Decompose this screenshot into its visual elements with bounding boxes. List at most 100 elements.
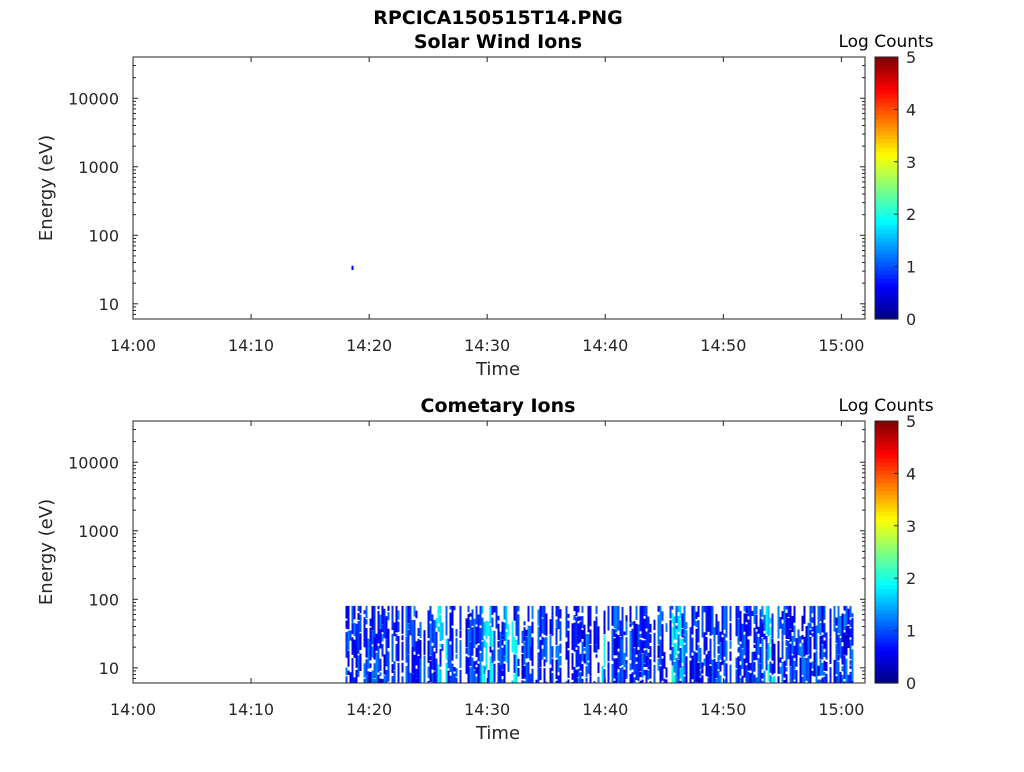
xlabel-solar-wind: Time — [475, 359, 520, 380]
spectrogram-cell — [811, 661, 814, 669]
spectrogram-cell — [427, 680, 430, 683]
spectrogram-cell — [559, 609, 562, 619]
spectrogram-cell — [377, 645, 380, 673]
spectrogram-cell — [515, 605, 518, 636]
spectrogram-cell — [537, 626, 540, 632]
spectrogram-cell — [713, 627, 716, 658]
colorbar-segment — [875, 556, 898, 561]
spectrogram-cell — [557, 675, 560, 683]
spectrogram-cell — [819, 605, 822, 622]
spectrogram-cell — [749, 663, 752, 671]
spectrogram-cell — [365, 675, 368, 683]
spectrogram-cell — [631, 672, 634, 683]
spectrogram-cell — [495, 605, 498, 629]
spectrogram-cell — [743, 634, 746, 656]
spectrogram-cell — [613, 629, 616, 637]
spectrogram-cell — [617, 672, 620, 683]
spectrogram-cell — [571, 673, 574, 680]
spectrogram-cell — [825, 673, 828, 683]
spectrogram-cell — [369, 618, 372, 627]
spectrogram-cell — [799, 636, 802, 644]
spectrogram-cell — [497, 615, 500, 621]
spectrogram-cell — [751, 610, 754, 616]
spectrogram-cell — [625, 637, 628, 657]
spectrogram-cell — [587, 634, 590, 661]
spectrogram-cell — [851, 617, 854, 646]
spectrogram-cell — [785, 647, 788, 666]
spectrogram-cell — [435, 658, 438, 683]
spectrogram-cell — [475, 660, 478, 665]
colorbar-segment — [875, 506, 898, 512]
spectrogram-cell — [841, 674, 844, 683]
spectrogram-cell — [515, 639, 518, 654]
spectrogram-cell — [595, 616, 598, 645]
spectrogram-cell — [439, 643, 442, 648]
colorbar-segment — [875, 257, 898, 263]
spectrogram-cell — [787, 640, 790, 660]
spectrogram-cell — [839, 671, 842, 683]
spectrogram-cell — [825, 661, 828, 672]
spectrogram-cell — [449, 644, 452, 672]
spectrogram-cell — [737, 605, 740, 619]
spectrogram-cell — [671, 613, 674, 624]
spectrogram-cell — [835, 627, 838, 643]
spectrogram-cell — [383, 675, 386, 683]
x-tick-label: 14:40 — [582, 700, 628, 719]
spectrogram-cell — [453, 605, 456, 611]
spectrogram-cell — [529, 625, 532, 647]
spectrogram-cell — [531, 621, 534, 634]
spectrogram-cell — [431, 645, 434, 670]
spectrogram-cell — [345, 620, 348, 629]
spectrogram-cell — [505, 605, 508, 630]
spectrogram-cell — [647, 670, 650, 680]
spectrogram-cell — [391, 664, 394, 673]
spectrogram-cell — [615, 633, 618, 656]
spectrogram-cell — [537, 609, 540, 626]
spectrogram-cell — [683, 676, 686, 683]
spectrogram-cell — [793, 681, 796, 683]
x-tick-label: 14:50 — [700, 700, 746, 719]
panel-title-solar-wind: Solar Wind Ions — [414, 31, 582, 53]
spectrogram-cell — [763, 614, 766, 631]
colorbar-segment — [875, 470, 898, 475]
colorbar-segment — [875, 621, 898, 627]
spectrogram-cell — [837, 654, 840, 661]
spectrogram-cell — [821, 677, 824, 683]
spectrogram-cell — [637, 624, 640, 647]
spectrogram-cell — [419, 658, 422, 683]
spectrogram-cell — [481, 641, 484, 662]
colorbar-segment — [875, 519, 898, 524]
spectrogram-cell — [347, 670, 350, 675]
colorbar-segment — [875, 188, 898, 193]
spectrogram-cell — [369, 672, 372, 683]
spectrogram-cell — [769, 627, 772, 636]
spectrogram-cell — [381, 624, 384, 633]
spectrogram-cell — [629, 663, 632, 671]
spectrogram-cell — [571, 653, 574, 670]
spectrogram-cell — [777, 676, 780, 683]
spectrogram-cell — [505, 631, 508, 663]
spectrogram-cell — [503, 605, 506, 620]
spectrogram-cell — [475, 667, 478, 674]
spectrogram-cell — [573, 605, 576, 612]
colorbar-segment — [875, 662, 898, 668]
spectrogram-cell — [497, 649, 500, 661]
spectrogram-cell — [351, 265, 354, 270]
colorbar-segment — [875, 429, 898, 434]
spectrogram-cell — [789, 605, 792, 629]
spectrogram-cell — [695, 652, 698, 683]
spectrogram-cell — [625, 621, 628, 636]
spectrogram-cell — [429, 656, 432, 661]
colorbar-segment — [875, 478, 898, 483]
spectrogram-cell — [691, 655, 694, 680]
spectrogram-cell — [467, 613, 470, 628]
spectrogram-cell — [555, 645, 558, 658]
ylabel-solar-wind: Energy (eV) — [36, 135, 57, 241]
spectrogram-cell — [721, 605, 724, 635]
colorbar-segment — [875, 192, 898, 197]
spectrogram-cell — [843, 614, 846, 630]
spectrogram-cell — [491, 663, 494, 683]
spectrogram-cell — [439, 605, 442, 614]
spectrogram-cell — [683, 635, 686, 643]
spectrogram-cell — [395, 634, 398, 642]
